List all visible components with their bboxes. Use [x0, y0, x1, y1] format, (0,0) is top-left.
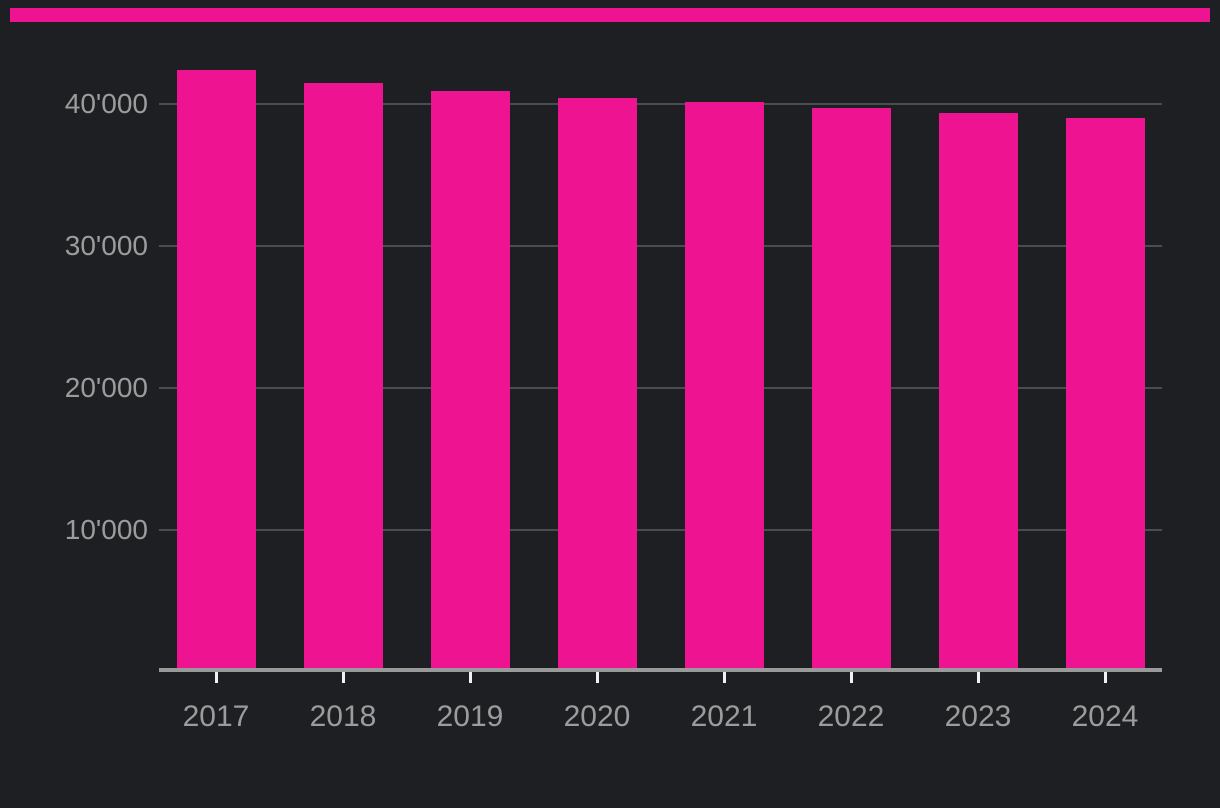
y-tick-label: 10'000 — [64, 514, 148, 545]
bar-2023 — [938, 113, 1018, 669]
x-tick-label: 2022 — [817, 700, 885, 733]
bar-2020 — [557, 97, 637, 669]
x-axis-tick — [849, 672, 853, 683]
x-axis-tick — [595, 672, 599, 683]
x-tick-label: 2019 — [436, 700, 504, 733]
bar-2024 — [1065, 118, 1145, 669]
x-tick-label: 2020 — [563, 700, 631, 733]
gridline — [159, 103, 1162, 105]
x-tick-label: 2021 — [690, 700, 758, 733]
x-tick-label: 2017 — [182, 700, 250, 733]
x-tick-label: 2024 — [1071, 700, 1139, 733]
bar-2019 — [430, 91, 510, 669]
x-axis-tick — [976, 672, 980, 683]
x-tick-label: 2018 — [309, 700, 377, 733]
y-tick-label: 30'000 — [64, 230, 148, 261]
gridline — [159, 387, 1162, 389]
x-tick-label: 2023 — [944, 700, 1012, 733]
x-axis-tick — [468, 672, 472, 683]
gridline — [159, 529, 1162, 531]
bar-2022 — [811, 108, 891, 669]
x-axis-tick — [341, 672, 345, 683]
x-axis-tick — [722, 672, 726, 683]
x-axis-tick — [1103, 672, 1107, 683]
accent-stripe — [10, 8, 1210, 22]
bar-2021 — [684, 101, 764, 669]
y-tick-label: 20'000 — [64, 372, 148, 403]
bar-2018 — [303, 83, 383, 669]
y-tick-label: 40'000 — [64, 88, 148, 119]
bar-2017 — [176, 69, 256, 669]
x-axis-line — [159, 668, 1162, 672]
x-axis-tick — [214, 672, 218, 683]
gridline — [159, 245, 1162, 247]
